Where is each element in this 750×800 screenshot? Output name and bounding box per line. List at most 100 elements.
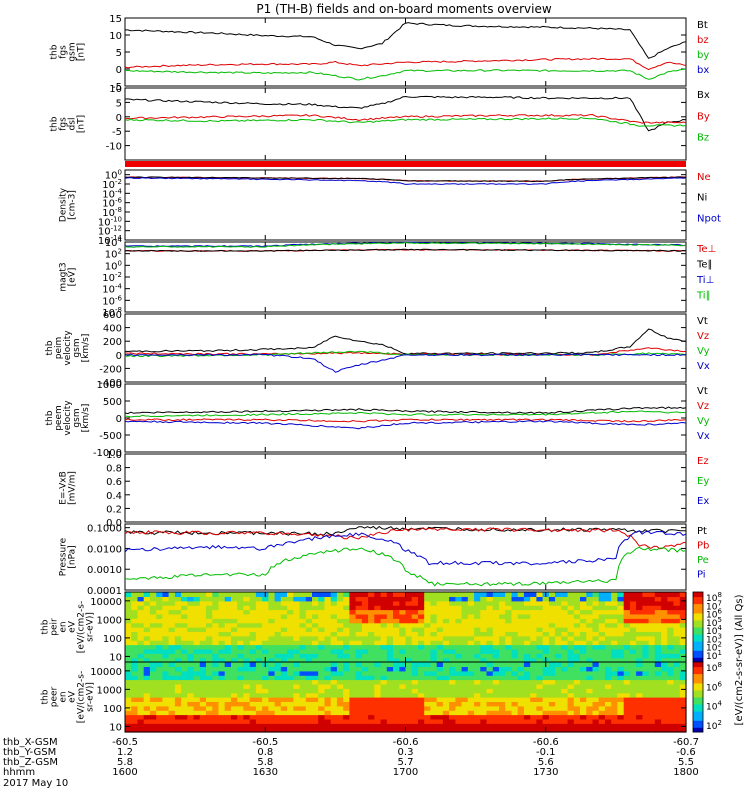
heatmap-cell: [131, 666, 138, 672]
heatmap-cell: [386, 701, 394, 707]
heatmap-cell: [324, 609, 332, 615]
heatmap-cell: [330, 697, 338, 702]
heatmap-cell: [187, 644, 195, 650]
heatmap-cell: [424, 688, 431, 694]
heatmap-cell: [268, 627, 276, 632]
heatmap-cell: [255, 679, 263, 685]
heatmap-cell: [499, 683, 506, 689]
heatmap-cell: [580, 622, 587, 628]
heatmap-cell: [492, 723, 500, 729]
heatmap-cell: [287, 666, 294, 672]
heatmap-cell: [679, 688, 687, 694]
heatmap-cell: [623, 679, 631, 685]
heatmap-cell: [380, 697, 388, 702]
heatmap-cell: [523, 727, 531, 733]
heatmap-cell: [486, 618, 494, 624]
heatmap-cell: [492, 705, 500, 711]
heatmap-cell: [168, 692, 176, 698]
heatmap-cell: [636, 705, 643, 711]
heatmap-cell: [324, 635, 332, 641]
heatmap-cell: [131, 697, 138, 702]
heatmap-cell: [374, 710, 382, 716]
heatmap-cell: [268, 718, 276, 724]
heatmap-cell: [187, 701, 195, 707]
heatmap-cell: [361, 701, 369, 707]
legend-label: Bt: [697, 20, 708, 31]
heatmap-cell: [330, 714, 338, 720]
heatmap-cell: [617, 679, 625, 685]
heatmap-cell: [125, 644, 132, 650]
heatmap-cell: [181, 605, 188, 611]
heatmap-cell: [380, 670, 388, 676]
heatmap-cell: [168, 657, 176, 663]
heatmap-cell: [661, 666, 668, 672]
heatmap-cell: [642, 600, 650, 606]
heatmap-cell: [355, 675, 363, 681]
heatmap-cell: [355, 644, 363, 650]
heatmap-cell: [573, 697, 581, 702]
heatmap-cell: [343, 710, 350, 716]
heatmap-cell: [679, 718, 687, 724]
heatmap-cell: [629, 705, 637, 711]
heatmap-cell: [199, 697, 207, 702]
heatmap-cell: [312, 710, 319, 716]
heatmap-cell: [592, 688, 600, 694]
heatmap-cell: [661, 605, 668, 611]
heatmap-cell: [156, 613, 163, 619]
heatmap-cell: [548, 635, 556, 641]
heatmap-cell: [137, 718, 145, 724]
legend-label: Vt: [697, 386, 708, 397]
heatmap-cell: [480, 609, 488, 615]
heatmap-cell: [449, 705, 456, 711]
heatmap-cell: [461, 714, 469, 720]
heatmap-cell: [299, 710, 307, 716]
heatmap-cell: [480, 714, 488, 720]
heatmap-cell: [181, 600, 188, 606]
heatmap-cell: [386, 635, 394, 641]
heatmap-cell: [555, 683, 562, 689]
heatmap-cell: [480, 701, 488, 707]
legend-label: Ti∥: [696, 291, 711, 302]
heatmap-cell: [368, 592, 375, 597]
heatmap-cell: [486, 613, 494, 619]
heatmap-cell: [137, 609, 145, 615]
heatmap-cell: [499, 622, 506, 628]
heatmap-cell: [467, 618, 475, 624]
heatmap-cell: [399, 705, 407, 711]
heatmap-cell: [661, 644, 668, 650]
heatmap-cell: [287, 710, 294, 716]
series-line-Pe: [124, 546, 687, 587]
heatmap-cell: [312, 635, 319, 641]
heatmap-cell: [324, 697, 332, 702]
heatmap-cell: [212, 631, 220, 637]
series-line-Vt: [124, 328, 686, 355]
heatmap-cell: [305, 609, 313, 615]
heatmap-cell: [131, 670, 138, 676]
y-axis-label-line: peer: [50, 686, 60, 707]
heatmap-cell: [125, 675, 132, 681]
heatmap-cell: [193, 727, 201, 733]
heatmap-cell: [673, 701, 681, 707]
heatmap-cell: [605, 727, 612, 733]
y-tick-label: 1000: [97, 380, 122, 391]
heatmap-cell: [436, 683, 444, 689]
heatmap-cell: [442, 705, 450, 711]
heatmap-cell: [418, 640, 425, 646]
heatmap-cell: [218, 627, 226, 632]
heatmap-cell: [399, 657, 407, 663]
heatmap-cell: [586, 600, 594, 606]
heatmap-cell: [349, 666, 357, 672]
heatmap-cell: [174, 622, 182, 628]
heatmap-cell: [411, 701, 419, 707]
heatmap-cell: [181, 657, 188, 663]
heatmap-cell: [474, 657, 481, 663]
heatmap-cell: [661, 718, 668, 724]
heatmap-cell: [393, 718, 400, 724]
heatmap-cell: [162, 723, 170, 729]
heatmap-cell: [361, 675, 369, 681]
colorbar-swatch: [693, 692, 703, 696]
heatmap-cell: [156, 701, 163, 707]
heatmap-cell: [312, 701, 319, 707]
y-axis-label-line: Density: [59, 187, 69, 222]
heatmap-cell: [548, 666, 556, 672]
